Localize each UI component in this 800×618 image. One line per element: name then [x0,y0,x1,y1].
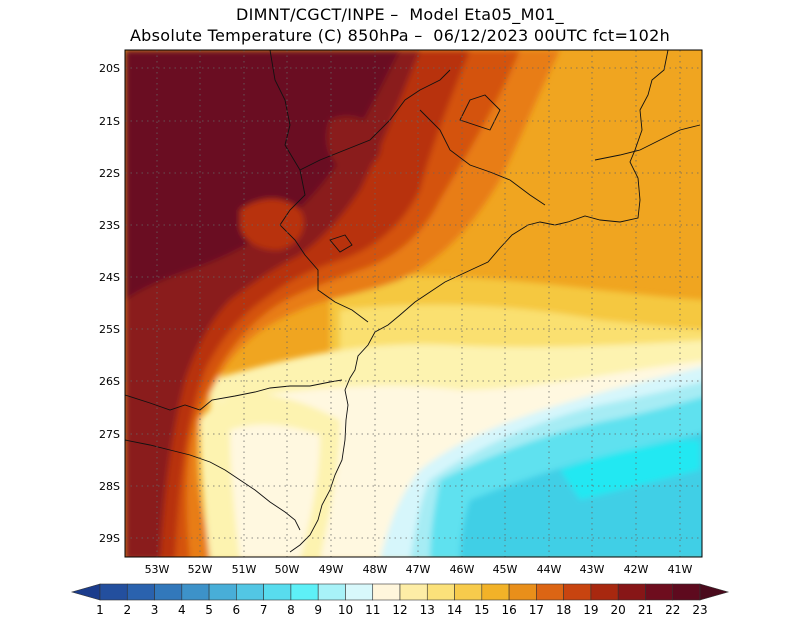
lat-label: 20S [99,62,120,75]
colorbar-swatch [563,583,592,601]
colorbar-label: 4 [178,603,186,617]
lon-label: 46W [450,563,475,576]
colorbar-swatch [617,583,646,601]
temperature-field [125,50,702,557]
colorbar-swatch [236,583,264,601]
colorbar-label: 1 [96,603,104,617]
lon-label: 45W [493,563,518,576]
colorbar-swatch [399,583,428,601]
colorbar-arrow-high [699,583,730,601]
colorbar-label: 6 [233,603,241,617]
lat-lon-grid [125,50,702,557]
lon-label: 41W [668,563,693,576]
colorbar-label: 22 [665,603,680,617]
colorbar-label: 21 [638,603,653,617]
colorbar-label: 16 [501,603,516,617]
lat-label: 24S [99,271,120,284]
colorbar-swatch [154,583,183,601]
lon-label: 42W [624,563,649,576]
latitude-labels: 20S 21S 22S 23S 24S 25S 26S 27S 28S 29S [99,62,120,545]
lon-label: 53W [145,563,170,576]
colorbar: 1 2 3 4 5 6 7 8 9 10 11 12 13 14 15 16 17 18 19 20 21 22 23 [70,583,730,617]
colorbar-swatch [290,583,319,601]
colorbar-swatch [99,583,128,601]
colorbar-label: 17 [529,603,544,617]
colorbar-label: 9 [314,603,322,617]
colorbar-label: 18 [556,603,571,617]
lat-label: 23S [99,219,120,232]
lat-label: 26S [99,375,120,388]
colorbar-label: 20 [611,603,626,617]
colorbar-label: 5 [205,603,213,617]
lon-label: 50W [275,563,300,576]
map-title-line-2: Absolute Temperature (C) 850hPa – 06/12/… [129,26,671,45]
colorbar-swatch [426,583,455,601]
map-frame [124,49,703,558]
lat-label: 22S [99,167,120,180]
lat-label: 28S [99,480,120,493]
lon-label: 48W [363,563,388,576]
colorbar-swatch [645,583,674,601]
lon-label: 43W [580,563,605,576]
colorbar-swatch [590,583,619,601]
colorbar-label: 19 [583,603,598,617]
colorbar-swatch [181,583,210,601]
colorbar-label: 13 [420,603,435,617]
lat-label: 27S [99,428,120,441]
lon-label: 44W [537,563,562,576]
lat-label: 29S [99,532,120,545]
lon-label: 52W [188,563,213,576]
colorbar-arrow-low [70,583,101,601]
lon-label: 51W [232,563,257,576]
colorbar-swatch [345,583,374,601]
colorbar-label: 8 [287,603,295,617]
colorbar-label: 14 [447,603,462,617]
colorbar-label: 15 [474,603,489,617]
lon-label: 49W [319,563,344,576]
lat-label: 25S [99,323,120,336]
lon-label: 47W [406,563,431,576]
colorbar-swatch [208,583,237,601]
colorbar-swatch [454,583,483,601]
colorbar-swatch [481,583,510,601]
colorbar-swatch [508,583,537,601]
longitude-labels: 53W 52W 51W 50W 49W 48W 47W 46W 45W 44W … [145,563,693,576]
colorbar-label: 10 [338,603,353,617]
colorbar-label: 7 [260,603,268,617]
colorbar-label: 12 [392,603,407,617]
colorbar-swatch [672,583,701,601]
colorbar-label: 3 [151,603,159,617]
colorbar-label: 23 [692,603,707,617]
lat-label: 21S [99,115,120,128]
colorbar-swatch [317,583,346,601]
map-title-line-1: DIMNT/CGCT/INPE – Model Eta05_M01_ [236,5,564,24]
colorbar-label: 2 [123,603,131,617]
colorbar-swatch [536,583,564,601]
colorbar-swatch [263,583,292,601]
colorbar-swatch [126,583,155,601]
colorbar-label: 11 [365,603,380,617]
colorbar-swatch [372,583,401,601]
